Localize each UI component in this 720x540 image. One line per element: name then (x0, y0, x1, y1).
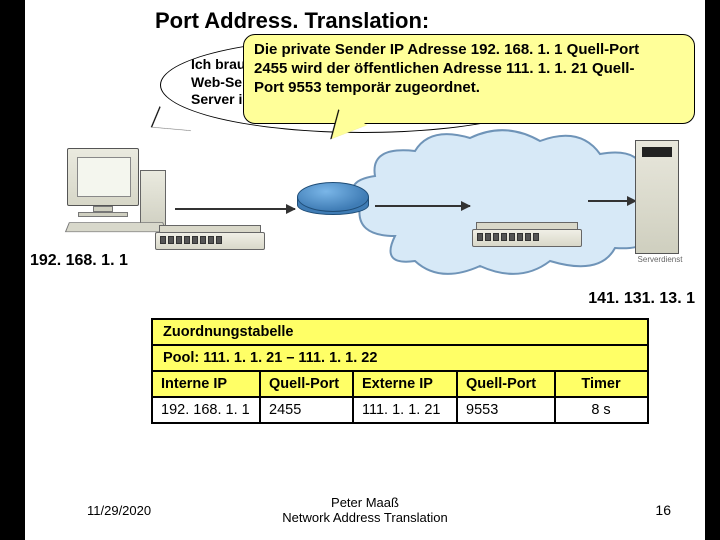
table-header-row: Interne IP Quell-Port Externe IP Quell-P… (153, 372, 647, 398)
pc-tower-icon (140, 170, 166, 228)
mapping-table: Zuordnungstabelle Pool: 111. 1. 1. 21 – … (151, 318, 649, 424)
th-quell-port-1: Quell-Port (261, 372, 354, 396)
arrow-pc-to-router (175, 208, 295, 210)
monitor-icon (67, 148, 139, 206)
keyboard-icon (65, 222, 167, 232)
footer-subject: Network Address Translation (282, 510, 447, 525)
slide-title: Port Address. Translation: (155, 8, 429, 34)
bubble-front-line2: 2455 wird der öffentlichen Adresse 111. … (254, 60, 634, 77)
td-externe-ip: 111. 1. 1. 21 (354, 398, 458, 422)
footer-page: 16 (655, 502, 671, 518)
speech-bubble-pc-tail (147, 106, 192, 148)
router-icon (297, 182, 369, 226)
td-interne-ip: 192. 168. 1. 1 (153, 398, 261, 422)
td-quell-port-1: 2455 (261, 398, 354, 422)
arrow-switch-to-server (588, 200, 636, 202)
speech-bubble-router-text: Die private Sender IP Adresse 192. 168. … (254, 41, 684, 97)
monitor-base (78, 212, 128, 217)
td-timer: 8 s (556, 398, 646, 422)
bubble-front-line3: Port 9553 temporär zugeordnet. (254, 79, 480, 96)
switch-right-icon (472, 222, 582, 250)
td-quell-port-2: 9553 (458, 398, 556, 422)
pc-icon (67, 148, 139, 217)
footer-center: Peter Maaß Network Address Translation (25, 496, 705, 526)
table-pool: Pool: 111. 1. 1. 21 – 111. 1. 1. 22 (153, 346, 647, 372)
server-label: Serverdienst (635, 255, 685, 264)
th-interne-ip: Interne IP (153, 372, 261, 396)
th-externe-ip: Externe IP (354, 372, 458, 396)
footer-author: Peter Maaß (331, 495, 399, 510)
pc-ip-label: 192. 168. 1. 1 (30, 252, 128, 270)
th-timer: Timer (556, 372, 646, 396)
th-quell-port-2: Quell-Port (458, 372, 556, 396)
server-ip-label: 141. 131. 13. 1 (584, 290, 699, 308)
arrow-router-to-switch (375, 205, 470, 207)
bubble-front-line1: Die private Sender IP Adresse 192. 168. … (254, 41, 639, 58)
switch-left-icon (155, 225, 265, 253)
table-title: Zuordnungstabelle (153, 320, 647, 346)
speech-bubble-router: Die private Sender IP Adresse 192. 168. … (243, 34, 695, 124)
slide: Port Address. Translation: Ich brauche e… (25, 0, 705, 540)
server-icon: Serverdienst (635, 140, 685, 264)
table-row: 192. 168. 1. 1 2455 111. 1. 1. 21 9553 8… (153, 398, 647, 422)
